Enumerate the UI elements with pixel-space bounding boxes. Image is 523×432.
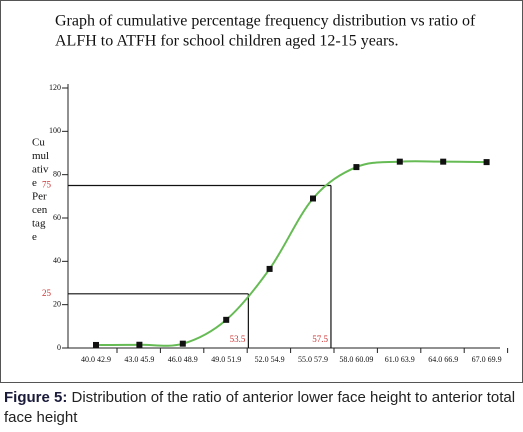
x-tick-label: 40.0 42.9 [81, 355, 111, 364]
point [353, 164, 360, 171]
point [136, 341, 143, 348]
curve [95, 160, 487, 347]
chart-title: ALFH to ATFH for school children aged 12… [55, 33, 399, 50]
y-axis-label: e [32, 231, 37, 243]
y-tick-label: 40 [53, 256, 61, 265]
point [396, 158, 403, 165]
reference-x-label: 53.5 [230, 334, 246, 344]
x-tick-label: 58.0 60.09 [339, 355, 373, 364]
x-tick-label: 49.0 51.9 [211, 355, 241, 364]
x-tick-label: 43.0 45.9 [124, 355, 154, 364]
y-axis-label: tag [32, 218, 46, 230]
chart: Graph of cumulative percentage frequency… [0, 0, 523, 383]
x-tick-label: 64.0 66.9 [428, 355, 458, 364]
y-axis-label: e [32, 177, 37, 189]
caption-label: Figure 5: [4, 389, 68, 406]
caption-text: Distribution of the ratio of anterior lo… [4, 389, 516, 426]
point [179, 340, 186, 347]
chart-title: Graph of cumulative percentage frequency… [55, 13, 476, 30]
point [93, 341, 99, 348]
point [310, 195, 316, 202]
point [223, 316, 230, 323]
reference-y-label: 25 [42, 288, 52, 298]
x-tick-label: 61.0 63.9 [385, 355, 415, 364]
reference-y-label: 75 [42, 180, 52, 190]
y-axis-label: cen [32, 204, 48, 216]
y-tick-label: 80 [53, 169, 61, 178]
frame [0, 0, 523, 383]
y-axis-label: mul [32, 150, 49, 162]
y-tick-label: 100 [49, 126, 61, 135]
caption: Figure 5: Distribution of the ratio of a… [4, 388, 519, 428]
y-axis-label: ativ [32, 164, 49, 176]
x-tick-label: 55.0 57.9 [298, 355, 328, 364]
point [440, 158, 447, 165]
y-tick-label: 60 [53, 213, 61, 222]
y-tick-label: 20 [53, 299, 61, 308]
x-tick-label: 67.0 69.9 [472, 355, 502, 364]
point [266, 265, 273, 272]
x-tick-label: 46.0 48.9 [168, 355, 198, 364]
reference-x-label: 57.5 [312, 334, 328, 344]
y-axis-label: Cu [32, 137, 45, 149]
x-tick-label: 52.0 54.9 [255, 355, 285, 364]
y-tick-label: 0 [57, 343, 61, 352]
y-axis-label: Per [32, 191, 47, 203]
y-tick-label: 120 [49, 83, 61, 92]
point [483, 159, 490, 166]
